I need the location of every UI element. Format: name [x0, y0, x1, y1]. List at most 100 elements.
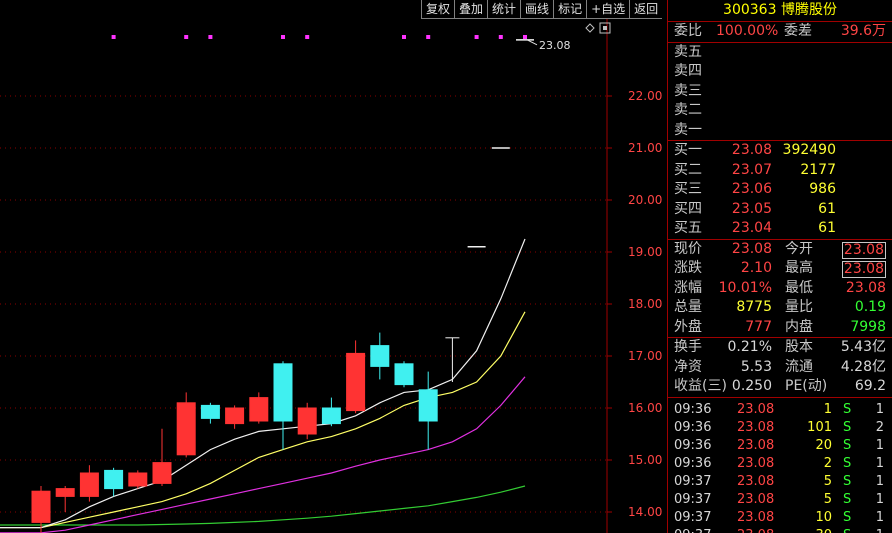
tick-volume: 101: [807, 419, 832, 435]
buy-level-row: 买一 23.08 392490: [668, 141, 892, 161]
tick-time: 09:37: [674, 527, 711, 533]
buy-level-row: 买四 23.05 61: [668, 200, 892, 220]
toolbar-button-huaxian[interactable]: 画线: [520, 0, 554, 19]
buy-level-price: 23.05: [731, 200, 772, 217]
tick-side: S: [843, 509, 852, 525]
candle-body: [79, 472, 99, 497]
buy-level-price: 23.06: [731, 181, 772, 197]
sell-level-label: 卖二: [674, 102, 702, 118]
buy-level-volume: 61: [818, 220, 836, 236]
toolbar-button-tongji[interactable]: 统计: [487, 0, 521, 19]
signal-marker: [281, 35, 285, 39]
float-shares-label: 流通: [785, 358, 813, 375]
candle-body: [297, 407, 317, 435]
quote-row: 涨跌 2.10 最高 23.08: [668, 259, 892, 279]
sell-level-label: 卖三: [674, 82, 702, 99]
kline-chart[interactable]: 22.00 21.00 20.00 19.00 18.00 17.00 16.00 15.00…: [0, 0, 667, 533]
candle[interactable]: [346, 340, 366, 414]
tick-time: 09:37: [674, 491, 712, 507]
signal-marker: [426, 35, 431, 39]
candle[interactable]: [104, 467, 124, 497]
low-price-value: 23.08: [845, 279, 886, 296]
buy-level-label: 买五: [674, 220, 702, 236]
float-shares-value: 4.28亿: [840, 358, 886, 375]
ma-line-yellow: [0, 311, 526, 529]
tick-time: 09:37: [674, 473, 712, 489]
candle[interactable]: [394, 361, 414, 388]
open-price-value: 23.08: [841, 241, 886, 259]
tick-side: S: [843, 419, 852, 435]
candle[interactable]: [321, 397, 341, 427]
buy-orders: 买一 23.08 392490 买二 23.07 2177 买三 23.06 986 买四 23.0…: [668, 141, 892, 240]
candle-body: [394, 363, 414, 386]
outer-volume-value: 777: [745, 318, 772, 335]
candle[interactable]: [55, 486, 75, 512]
signal-marker: [523, 35, 527, 39]
toolbar-button-zixuan[interactable]: +自选: [586, 0, 630, 19]
tick-list[interactable]: 09:36 23.08 1 S 1 09:36 23.08 101 S 2 09:36 23.08 20…: [668, 398, 892, 533]
weibi-label: 委比: [674, 23, 702, 39]
tick-volume: 5: [823, 491, 832, 507]
candle-body: [370, 345, 390, 367]
chart-toolbar: 复权 叠加 统计 画线 标记 +自选 返回: [421, 0, 663, 19]
tick-count: 1: [875, 455, 884, 471]
sell-level-label: 卖四: [674, 63, 702, 79]
toolbar-button-fuquan[interactable]: 复权: [421, 0, 455, 19]
candle[interactable]: [79, 465, 99, 502]
candle[interactable]: [249, 392, 269, 424]
diamond-icon[interactable]: [585, 23, 595, 33]
candle-body: [200, 404, 220, 419]
tick-side: S: [843, 527, 851, 533]
change-value: 2.10: [740, 260, 772, 276]
toolbar-button-biaoji[interactable]: 标记: [553, 0, 587, 19]
toolbar-button-fanhui[interactable]: 返回: [629, 0, 663, 19]
tick-count: 1: [875, 473, 884, 489]
candle[interactable]: [370, 332, 390, 380]
price-tick-label: 17.00: [628, 349, 662, 363]
toolbar-button-diejia[interactable]: 叠加: [454, 0, 488, 19]
candle[interactable]: [297, 402, 317, 440]
volume-ratio-label: 量比: [785, 299, 813, 315]
tick-price: 23.08: [737, 455, 775, 471]
stock-stats: 换手 0.21% 股本 5.43亿 净资 5.53 流通 4.28亿 收益(三) 0.250 PE(…: [668, 338, 892, 398]
price-tick-label: 18.00: [628, 297, 662, 311]
inner-volume-label: 内盘: [785, 318, 813, 335]
signal-marker: [305, 35, 310, 39]
buy-level-volume: 61: [818, 200, 836, 217]
tick-time: 09:36: [674, 419, 712, 435]
candle[interactable]: [128, 470, 148, 489]
signal-marker: [111, 35, 116, 39]
volume-ratio-value: 0.19: [854, 299, 886, 315]
quote-row: 现价 23.08 今开 23.08: [668, 240, 892, 260]
stats-row: 净资 5.53 流通 4.28亿: [668, 358, 892, 378]
tick-count: 2: [875, 419, 884, 435]
sell-level-row: 卖四: [668, 62, 892, 82]
candle[interactable]: [152, 428, 172, 486]
price-tick-label: 20.00: [628, 193, 662, 207]
high-price-value: 23.08: [841, 261, 886, 278]
candle-body: [55, 488, 75, 497]
stats-row: 收益(三) 0.250 PE(动) 69.2: [668, 377, 892, 397]
candle[interactable]: [31, 486, 51, 533]
candle[interactable]: [273, 361, 293, 450]
buy-level-volume: 986: [809, 181, 836, 197]
candle[interactable]: [225, 405, 245, 429]
change-pct-label: 涨幅: [674, 279, 702, 296]
price-tick-label: 22.00: [628, 89, 662, 103]
candle[interactable]: [176, 392, 196, 458]
window-toggle-icon[interactable]: [599, 22, 611, 34]
buy-level-label: 买三: [674, 181, 702, 197]
tick-count: 1: [875, 401, 884, 417]
candle[interactable]: [445, 337, 460, 382]
candle-body: [273, 363, 293, 422]
tick-row: 09:37 23.08 5 S 1: [668, 473, 892, 491]
candle[interactable]: [418, 371, 438, 450]
price-tick-label: 16.00: [628, 401, 662, 415]
stats-row: 换手 0.21% 股本 5.43亿: [668, 338, 892, 358]
tick-count: 1: [875, 491, 884, 507]
signal-marker: [402, 35, 406, 39]
tick-time: 09:37: [674, 509, 712, 525]
quote-row: 涨幅 10.01% 最低 23.08: [668, 279, 892, 299]
share-capital-label: 股本: [785, 339, 813, 355]
candle[interactable]: [200, 402, 220, 424]
